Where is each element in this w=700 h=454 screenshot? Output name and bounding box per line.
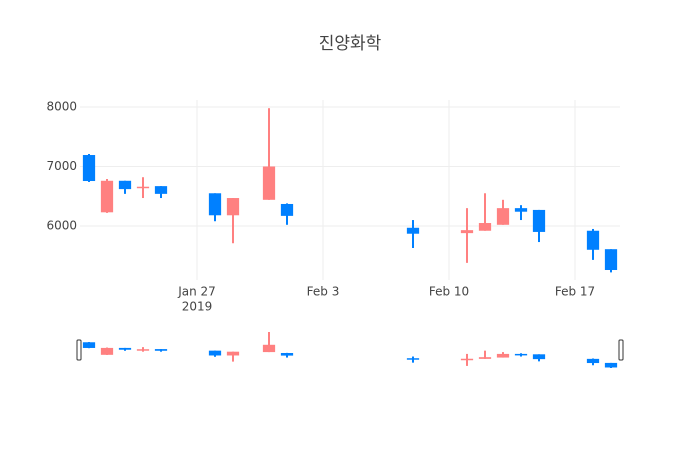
- candle-body: [514, 353, 528, 356]
- candle-body: [604, 249, 618, 271]
- x-tick-label: Feb 17: [555, 285, 595, 299]
- candle-body: [100, 180, 114, 213]
- rangeslider-handle[interactable]: [76, 339, 82, 361]
- x-tick-label: Feb 3: [307, 285, 340, 299]
- candle-body: [280, 203, 294, 216]
- candle-body: [82, 155, 96, 182]
- candle-body: [280, 353, 294, 356]
- candle-body: [82, 342, 96, 348]
- candle-body: [604, 362, 618, 368]
- x-tick-year: 2019: [182, 300, 213, 314]
- candle-body: [118, 180, 132, 190]
- chart-title: 진양화학: [319, 34, 382, 54]
- candle-body: [154, 349, 168, 351]
- candle-body: [586, 230, 600, 250]
- candle-body: [208, 350, 222, 356]
- candle-body: [100, 347, 114, 355]
- candle-body: [208, 193, 222, 216]
- y-tick-label: 8000: [46, 100, 77, 114]
- candle-body: [532, 354, 546, 360]
- candle-body: [154, 186, 168, 194]
- candle-body: [496, 208, 510, 225]
- candle-body: [226, 351, 240, 356]
- candle-body: [478, 357, 492, 359]
- candle-body: [460, 358, 474, 361]
- candle-body: [226, 198, 240, 216]
- candle-body: [460, 230, 474, 234]
- rangeslider-handle[interactable]: [618, 339, 624, 361]
- candle-body: [406, 227, 420, 234]
- candle-body: [118, 347, 132, 350]
- candle-body: [532, 209, 546, 232]
- candle-body: [586, 358, 600, 364]
- candle-body: [406, 358, 420, 360]
- x-tick-label: Jan 27: [177, 285, 216, 299]
- candle-body: [262, 166, 276, 200]
- x-tick-label: Feb 10: [429, 285, 469, 299]
- candle-body: [496, 353, 510, 358]
- candle-body: [478, 223, 492, 231]
- candle-body: [136, 349, 150, 351]
- y-tick-label: 6000: [46, 218, 77, 232]
- candle-body: [514, 208, 528, 212]
- y-tick-label: 7000: [46, 159, 77, 173]
- candle-body: [136, 186, 150, 189]
- candle-body: [262, 344, 276, 353]
